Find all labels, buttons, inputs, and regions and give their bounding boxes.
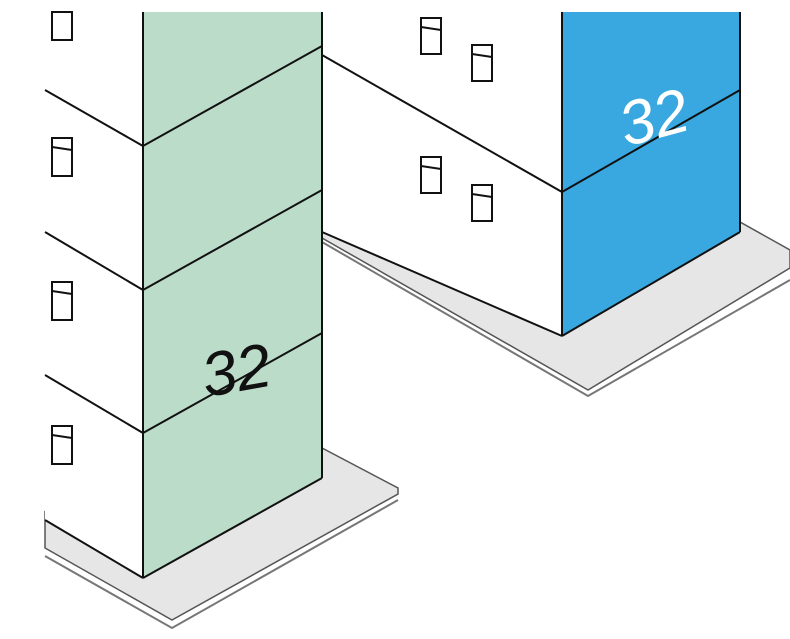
windows: [51, 11, 73, 465]
windows: [420, 17, 493, 222]
building-number: 32: [196, 331, 276, 411]
left-building: 32: [44, 11, 323, 579]
right-building: 32: [321, 12, 741, 337]
